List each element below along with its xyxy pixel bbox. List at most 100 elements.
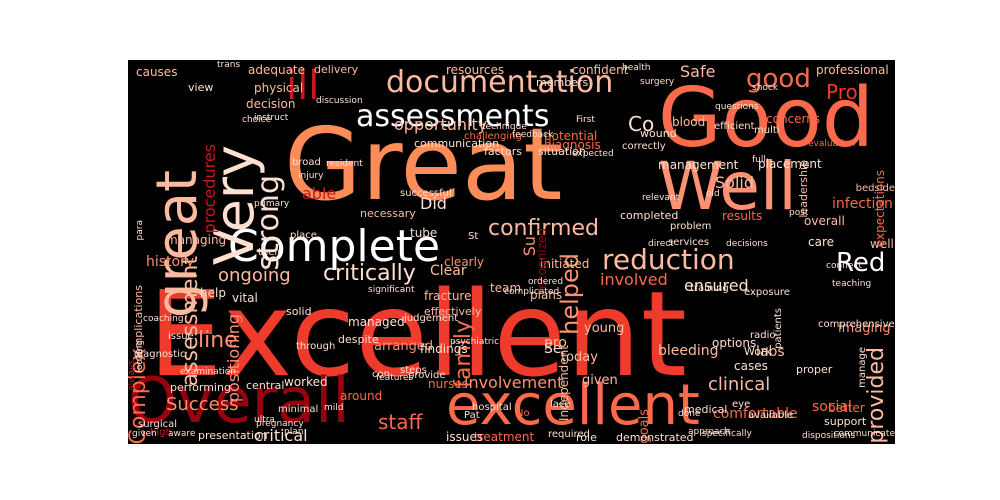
cloud-word: managed: [348, 315, 405, 329]
cloud-word: connect: [826, 261, 862, 271]
cloud-word: issue: [168, 331, 194, 342]
cloud-word: primary: [254, 199, 290, 209]
cloud-word: overall: [804, 214, 845, 228]
cloud-word: completed: [620, 209, 679, 222]
cloud-word: Solid: [715, 173, 754, 192]
cloud-word: surgical: [138, 419, 178, 430]
cloud-word: team: [490, 281, 522, 295]
cloud-word: con: [372, 369, 390, 380]
cloud-word: view: [188, 81, 214, 94]
cloud-word: post: [789, 208, 809, 218]
cloud-word: involved: [600, 270, 668, 289]
cloud-word: help: [200, 286, 226, 300]
cloud-word: findings: [420, 342, 468, 356]
cloud-word: staff: [378, 410, 423, 434]
cloud-word: complicated: [504, 287, 560, 297]
cloud-word: resources: [446, 63, 505, 77]
cloud-word: Safe: [680, 62, 716, 81]
cloud-word: hospital: [472, 402, 512, 413]
cloud-word: plans: [530, 288, 563, 302]
cloud-word: initiated: [540, 257, 590, 271]
cloud-word: potential: [544, 129, 598, 143]
cloud-word: para: [135, 220, 145, 241]
cloud-word: line: [198, 328, 238, 353]
cloud-word: procedures: [200, 144, 219, 234]
cloud-word: shock: [752, 83, 779, 93]
cloud-word: ill: [286, 63, 320, 109]
cloud-word: minimal: [278, 404, 319, 415]
cloud-word: challenging: [464, 131, 522, 142]
cloud-word: medical: [684, 403, 728, 416]
cloud-word: factors: [484, 145, 522, 158]
cloud-word: care: [808, 235, 835, 249]
cloud-word: done: [678, 409, 701, 419]
cloud-word: clinical: [708, 374, 771, 395]
cloud-word: Clear: [430, 263, 467, 279]
cloud-word: wound: [640, 127, 677, 140]
cloud-word: clearly: [444, 255, 485, 269]
cloud-word: excellent: [446, 373, 700, 438]
cloud-word: history: [146, 254, 195, 270]
cloud-word: significant: [368, 285, 415, 295]
cloud-word: confirmed: [488, 216, 599, 241]
cloud-word: ultra: [254, 415, 275, 425]
cloud-word: dispositions: [802, 431, 856, 441]
cloud-word: plan: [284, 427, 304, 437]
cloud-word: Work: [744, 345, 772, 358]
cloud-word: specifically: [702, 429, 752, 439]
cloud-word: support: [824, 415, 867, 428]
cloud-word: ensured: [684, 276, 749, 295]
cloud-word: successful: [400, 188, 452, 199]
cloud-word: managing: [166, 233, 227, 247]
cloud-word: decision: [246, 97, 296, 111]
cloud-word: evaluation: [808, 139, 856, 149]
cloud-word: manage: [857, 347, 868, 388]
cloud-word: results: [722, 209, 763, 223]
cloud-word: health: [622, 63, 651, 73]
cloud-word: diagnosis: [544, 138, 601, 152]
cloud-word: feedback: [512, 130, 554, 140]
cloud-word: Well: [658, 148, 797, 225]
cloud-word: Did: [420, 194, 447, 213]
cloud-word: injury: [298, 171, 324, 181]
cloud-word: fracture: [424, 289, 472, 303]
cloud-word: expectations: [873, 170, 887, 248]
cloud-word: critically: [323, 261, 416, 286]
cloud-word: infection: [832, 196, 893, 212]
cloud-word: through: [296, 341, 336, 352]
cloud-word: steps: [400, 365, 427, 376]
cloud-word: bleeding: [658, 343, 719, 359]
cloud-word: eye: [732, 399, 751, 410]
cloud-word: assessments: [356, 99, 550, 134]
cloud-word: Red: [836, 248, 886, 278]
cloud-word: Overall: [128, 364, 350, 437]
cloud-word: Good: [658, 71, 874, 166]
cloud-word: decisions: [726, 239, 768, 249]
cloud-word: adequate: [248, 63, 306, 77]
cloud-word: old: [706, 189, 720, 199]
cloud-word: surgery: [640, 77, 675, 87]
cloud-word: always: [128, 360, 137, 391]
cloud-word: causes: [136, 65, 178, 79]
cloud-word: teaching: [832, 279, 872, 289]
cloud-word: Pro: [826, 80, 858, 104]
cloud-word: arranged: [374, 339, 434, 354]
cloud-word: professional: [816, 63, 889, 77]
cloud-word: central: [246, 379, 285, 392]
cloud-word: treatment: [474, 430, 535, 444]
cloud-word: options: [712, 336, 757, 350]
cloud-word: better: [828, 401, 865, 415]
cloud-word: patients: [773, 308, 784, 349]
cloud-word: young: [584, 321, 625, 336]
cloud-word: delivery: [314, 63, 359, 76]
cloud-word: examination: [180, 367, 236, 377]
cloud-word: demonstrated: [616, 431, 694, 444]
cloud-word: able: [302, 184, 337, 203]
cloud-word: mild: [324, 403, 344, 413]
cloud-word: physical: [254, 81, 304, 95]
cloud-word: ordered: [528, 277, 564, 287]
cloud-word: necessary: [360, 207, 416, 220]
word-cloud: Excellent Great Good Well Complete Overall exc…: [128, 60, 895, 444]
cloud-word: confident: [572, 63, 629, 77]
cloud-word: services: [668, 237, 710, 248]
